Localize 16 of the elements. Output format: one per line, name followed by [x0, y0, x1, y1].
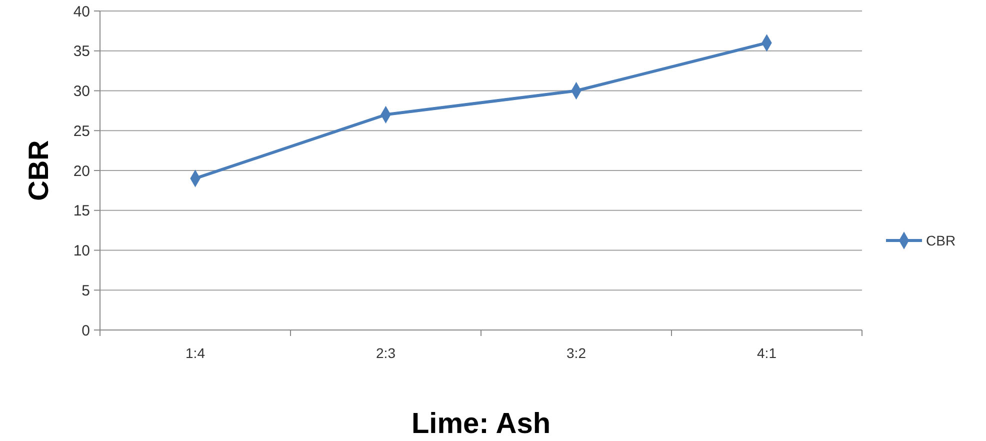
y-tick-label: 0 [82, 322, 90, 340]
x-tick-label: 2:3 [376, 345, 396, 361]
y-tick-label: 20 [73, 162, 90, 180]
x-tick-label: 3:2 [566, 345, 586, 361]
y-tick-label: 15 [73, 202, 90, 220]
x-tick-label: 1:4 [186, 345, 206, 361]
y-tick-label: 10 [73, 242, 90, 260]
legend-label: CBR [926, 232, 956, 248]
y-tick-label: 30 [73, 83, 90, 100]
y-tick-label: 35 [73, 43, 90, 60]
x-tick-label: 4:1 [757, 345, 777, 361]
y-tick-label: 25 [73, 122, 90, 140]
y-tick-label: 5 [82, 282, 90, 300]
x-axis-title: Lime: Ash [411, 408, 551, 440]
y-tick-label: 40 [73, 3, 90, 20]
y-axis-title: CBR [23, 140, 54, 201]
